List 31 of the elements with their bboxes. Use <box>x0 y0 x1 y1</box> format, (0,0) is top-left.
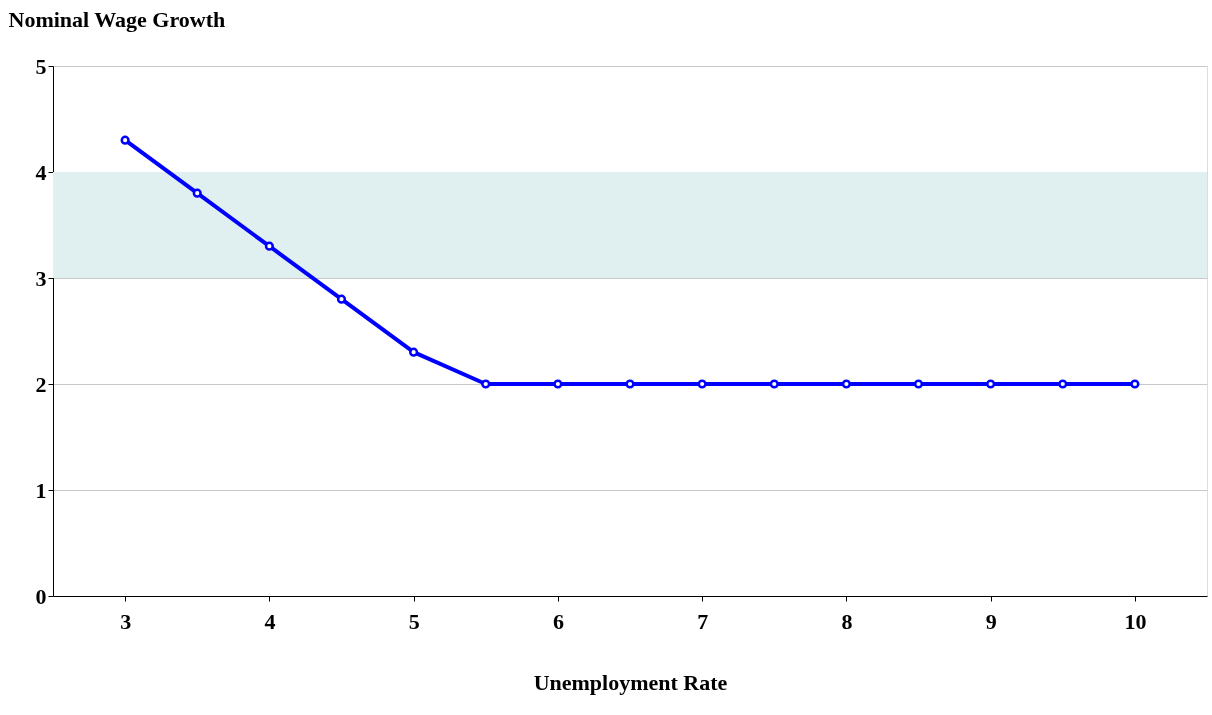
x-tick-label: 3 <box>120 608 132 634</box>
x-tick-label: 8 <box>841 608 853 634</box>
point <box>192 188 202 198</box>
point <box>481 379 491 389</box>
point <box>553 379 563 389</box>
point <box>841 379 851 389</box>
point <box>120 135 130 145</box>
y-tick-label: 0 <box>35 583 47 609</box>
y-tick-label: 3 <box>35 265 47 291</box>
x-tick-label: 10 <box>1124 608 1147 634</box>
x-axis-title: Unemployment Rate <box>533 669 728 695</box>
x-tick-label: 5 <box>408 608 420 634</box>
y-axis-title: Nominal Wage Growth <box>8 6 226 32</box>
point <box>1130 379 1140 389</box>
y-tick-label: 4 <box>35 159 47 185</box>
x-tick-label: 9 <box>985 608 997 634</box>
point <box>697 379 707 389</box>
point <box>986 379 996 389</box>
y-tick-label: 5 <box>35 53 47 79</box>
x-tick-label: 7 <box>697 608 709 634</box>
point <box>336 294 347 304</box>
point <box>264 241 274 251</box>
y-tick-label: 2 <box>35 371 47 397</box>
point <box>769 379 779 389</box>
point <box>625 379 635 389</box>
x-tick-label: 6 <box>552 608 564 634</box>
point <box>409 347 419 357</box>
y-tick-label: 1 <box>35 477 47 503</box>
point <box>1058 379 1068 389</box>
point <box>913 379 924 389</box>
x-tick-label: 4 <box>264 608 276 634</box>
